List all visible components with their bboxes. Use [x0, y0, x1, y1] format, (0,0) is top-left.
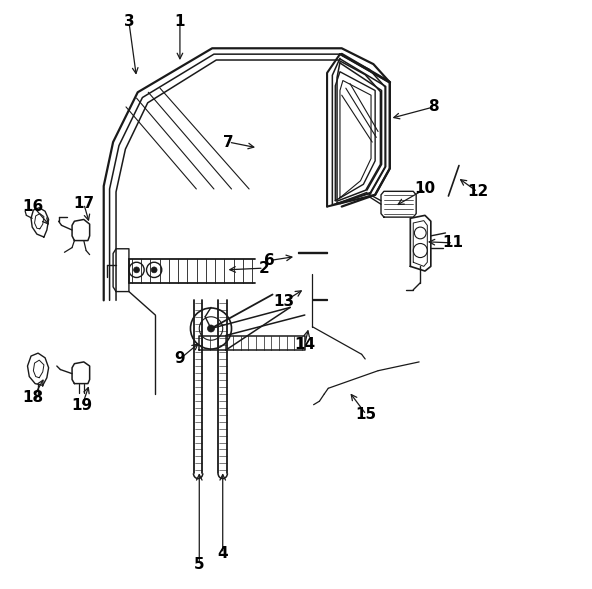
Text: 10: 10 [414, 181, 436, 197]
Text: 1: 1 [175, 14, 185, 29]
Text: 5: 5 [194, 557, 205, 572]
Text: 8: 8 [429, 100, 439, 114]
Circle shape [207, 325, 214, 332]
Text: 13: 13 [274, 294, 295, 309]
Text: 7: 7 [223, 134, 234, 150]
Text: 14: 14 [294, 337, 316, 352]
Text: 12: 12 [467, 184, 488, 200]
Text: 17: 17 [73, 196, 94, 211]
Text: 16: 16 [22, 199, 44, 214]
Text: 11: 11 [443, 236, 464, 250]
Text: 15: 15 [356, 407, 377, 422]
Text: 3: 3 [124, 14, 134, 29]
Text: 19: 19 [72, 398, 92, 413]
Circle shape [134, 267, 140, 273]
Text: 18: 18 [23, 389, 44, 405]
Text: 4: 4 [217, 546, 228, 561]
Text: 9: 9 [175, 352, 185, 366]
Circle shape [151, 267, 157, 273]
Text: 2: 2 [258, 260, 269, 276]
Text: 6: 6 [264, 253, 275, 268]
